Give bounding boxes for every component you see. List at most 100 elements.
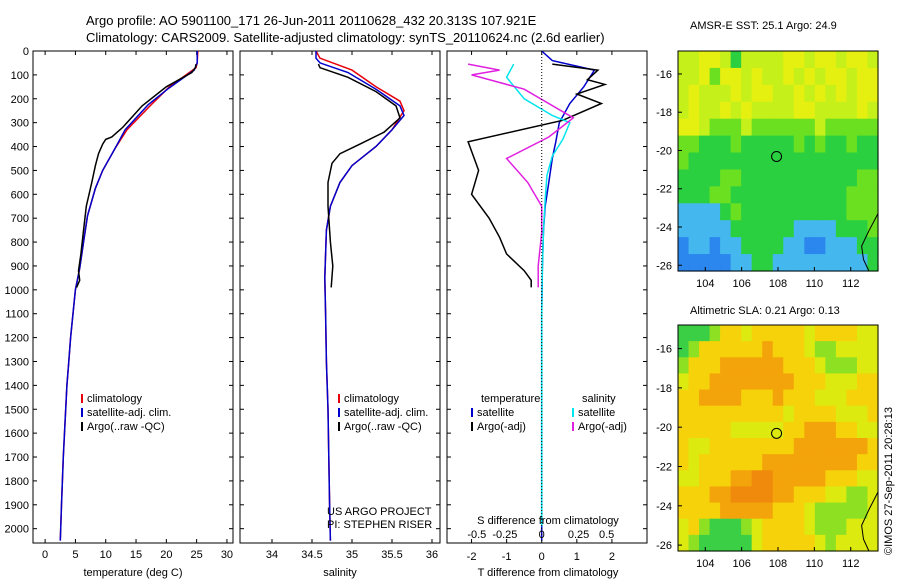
- map-cell: [709, 169, 721, 187]
- map-cell: [688, 438, 700, 455]
- map-cell: [867, 203, 879, 221]
- map-cell: [741, 405, 753, 423]
- map-cell: [720, 357, 732, 375]
- map-cell: [835, 438, 848, 455]
- map-cell: [730, 470, 742, 488]
- legend-title: salinity: [582, 393, 616, 405]
- map-cell: [720, 421, 732, 439]
- map-cell: [814, 325, 826, 342]
- map-cell: [709, 51, 721, 69]
- map-cell: [730, 357, 742, 375]
- y-tick-label: 1200: [5, 333, 29, 345]
- map-cell: [835, 373, 848, 391]
- map-cell: [699, 438, 711, 455]
- map-cell: [846, 357, 858, 375]
- map-cell: [867, 51, 879, 69]
- map-cell: [678, 373, 690, 391]
- s-tick-label: -0.5: [467, 529, 486, 541]
- map-cell: [678, 421, 690, 439]
- x-tick-label: 34: [266, 549, 278, 561]
- map-cell: [793, 186, 805, 204]
- map-cell: [867, 502, 879, 520]
- legend-item: climatology: [87, 393, 143, 405]
- y-tick-label: 400: [11, 142, 29, 154]
- map-cell: [835, 254, 848, 272]
- map-cell: [825, 51, 837, 69]
- map-cell: [678, 254, 690, 272]
- map-cell: [825, 237, 837, 255]
- legend-title: temperature: [481, 393, 540, 405]
- map-cell: [730, 502, 742, 520]
- map-cell: [793, 405, 805, 423]
- map-cell: [720, 237, 732, 255]
- map-cell: [709, 220, 721, 238]
- map-cell: [793, 101, 805, 120]
- map-cell: [856, 438, 869, 455]
- map-cell: [835, 486, 848, 504]
- map-cell: [699, 203, 711, 221]
- map-cell: [856, 389, 869, 407]
- map-cell: [709, 101, 721, 120]
- map-cell: [793, 341, 805, 358]
- map-cell: [867, 237, 879, 255]
- map-cell: [772, 237, 784, 255]
- map-cell: [867, 357, 879, 375]
- map-cell: [730, 135, 742, 154]
- map-cell: [804, 373, 816, 391]
- map-cell: [814, 237, 826, 255]
- map-cell: [783, 502, 795, 520]
- map-cell: [699, 389, 711, 407]
- temperature-panel: 0 5 10 15 20 25 300100200300400500600700800900…: [5, 46, 234, 579]
- map-cell: [699, 421, 711, 439]
- x-tick-label: 106: [732, 558, 750, 570]
- map-cell: [835, 405, 848, 423]
- map-cell: [678, 118, 690, 137]
- map-cell: [730, 152, 742, 171]
- coastline: [861, 213, 879, 272]
- map-cell: [699, 486, 711, 504]
- map-cell: [804, 254, 816, 272]
- map-cell: [856, 454, 869, 471]
- map-cell: [709, 203, 721, 221]
- map-cell: [751, 357, 763, 375]
- map-cell: [699, 67, 711, 86]
- map-cell: [699, 254, 711, 272]
- y-tick-label: 1800: [5, 476, 29, 488]
- map-cell: [762, 454, 774, 471]
- map-cell: [741, 438, 753, 455]
- map-cell: [835, 389, 848, 407]
- map-cell: [793, 67, 805, 86]
- map-cell: [867, 152, 879, 171]
- map-cell: [846, 135, 858, 154]
- map-cell: [730, 486, 742, 504]
- map-cell: [835, 518, 848, 536]
- map-cell: [720, 135, 732, 154]
- map-cell: [814, 454, 826, 471]
- map-cell: [741, 186, 753, 204]
- map-cell: [730, 325, 742, 342]
- map-cell: [804, 389, 816, 407]
- map-cell: [720, 518, 732, 536]
- map-cell: [678, 341, 690, 358]
- map-cell: [846, 518, 858, 536]
- y-tick-label: -24: [656, 501, 672, 513]
- y-tick-label: 1600: [5, 428, 29, 440]
- x-tick-label: 108: [769, 278, 787, 290]
- map-cell: [751, 325, 763, 342]
- map-cell: [678, 502, 690, 520]
- map-cell: [751, 67, 763, 86]
- map-cell: [814, 169, 826, 187]
- map-cell: [688, 51, 700, 69]
- map-cell: [699, 454, 711, 471]
- map-cell: [709, 454, 721, 471]
- map-cell: [825, 502, 837, 520]
- map-cell: [867, 405, 879, 423]
- map-cell: [762, 152, 774, 171]
- map-cell: [804, 518, 816, 536]
- map-cell: [678, 220, 690, 238]
- map-cell: [709, 405, 721, 423]
- map-cell: [762, 135, 774, 154]
- map-cell: [730, 220, 742, 238]
- y-tick-label: 0: [23, 46, 29, 58]
- map-cell: [772, 470, 784, 488]
